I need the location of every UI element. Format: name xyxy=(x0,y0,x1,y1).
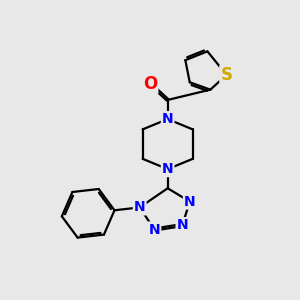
Text: O: O xyxy=(143,75,157,93)
Text: N: N xyxy=(162,112,173,126)
Text: S: S xyxy=(220,66,232,84)
Text: N: N xyxy=(134,200,146,214)
Text: N: N xyxy=(162,162,173,176)
Text: N: N xyxy=(184,194,196,208)
Text: N: N xyxy=(148,223,160,236)
Text: N: N xyxy=(177,218,188,232)
